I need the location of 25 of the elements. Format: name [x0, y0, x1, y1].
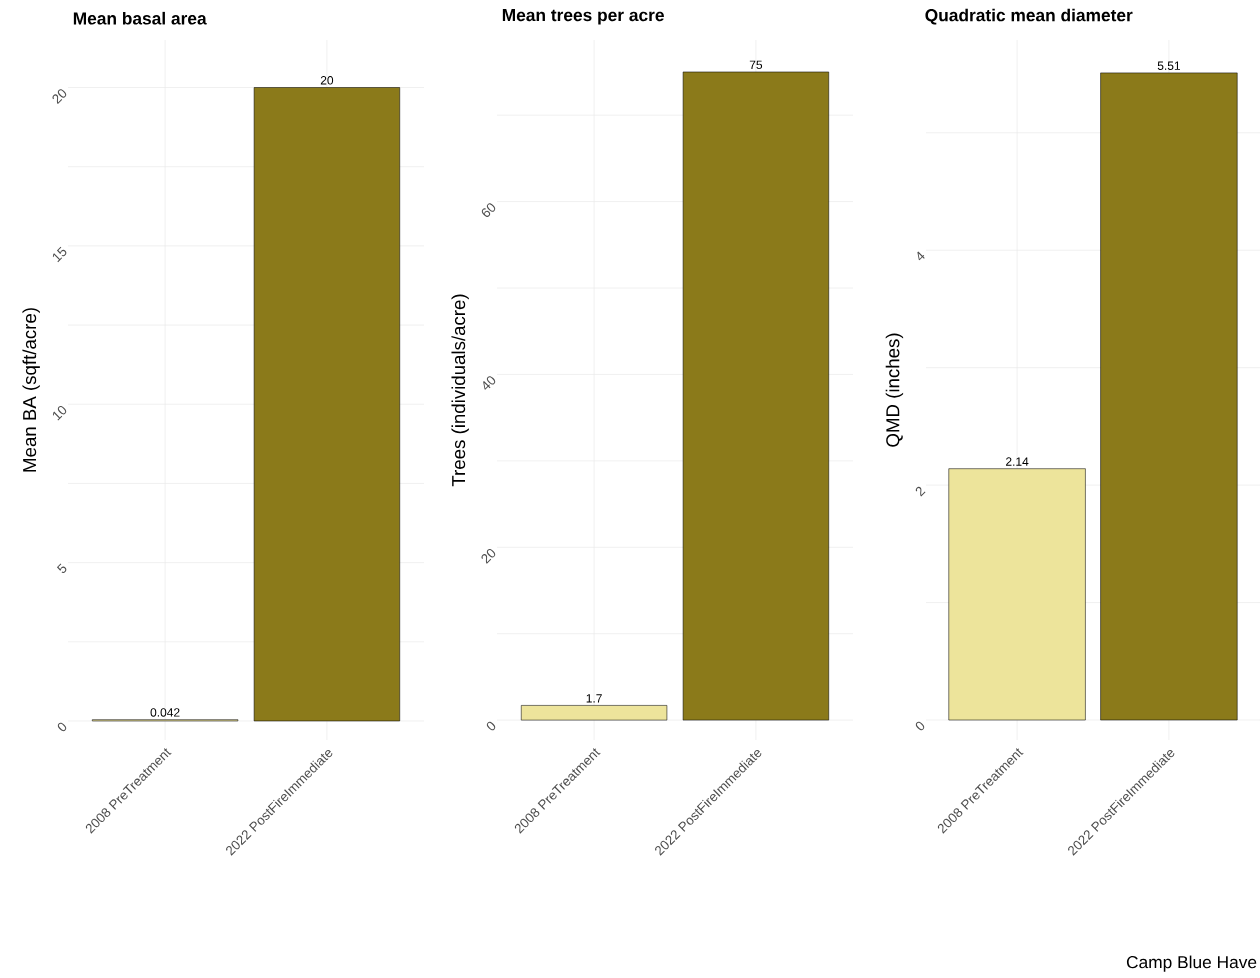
data-label: 2.14: [1006, 457, 1029, 466]
data-label: 1.7: [586, 694, 602, 703]
text: Camp Blue Have: [1126, 955, 1257, 972]
data-label: 75: [749, 60, 763, 70]
y-tick-label: 20: [481, 548, 496, 564]
chart-title: Mean trees per acre: [502, 9, 664, 25]
y-axis-title: QMD (inches): [885, 333, 904, 447]
y-axis-title: Trees (individuals/acre): [451, 294, 469, 487]
y-axis-title: Mean BA (sqft/acre): [22, 308, 40, 472]
y-tick-label: 15: [52, 246, 67, 263]
y-tick-label: 4: [917, 251, 925, 261]
y-tick-label: 0: [915, 721, 925, 731]
y-tick-label: 40: [483, 376, 496, 390]
y-tick-label: 0: [486, 721, 496, 731]
y-tick-label: 0: [57, 722, 67, 732]
data-label: 20: [320, 76, 334, 85]
chart-title: Mean basal area: [73, 11, 207, 25]
y-tick-label: 20: [52, 89, 67, 105]
data-label: 0.042: [150, 708, 180, 717]
chart-title: Quadratic mean diameter: [925, 8, 1133, 25]
y-tick-label: 5: [56, 563, 67, 574]
y-tick-label: 2: [915, 486, 926, 497]
y-tick-label: 60: [481, 203, 496, 217]
y-tick-label: 10: [52, 405, 67, 421]
data-label: 5.51: [1157, 61, 1180, 70]
